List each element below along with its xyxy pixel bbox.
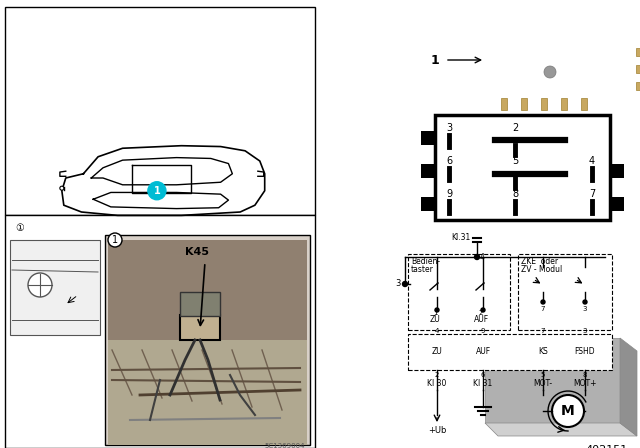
Bar: [180, 315, 220, 340]
Bar: [421, 197, 435, 211]
Text: 8: 8: [583, 372, 588, 378]
Text: 3: 3: [583, 306, 588, 312]
Text: 5C1369004: 5C1369004: [264, 443, 305, 448]
Circle shape: [544, 66, 556, 78]
Bar: [518, 254, 612, 330]
Text: 9: 9: [446, 189, 452, 199]
Bar: [408, 334, 612, 370]
Bar: [408, 254, 510, 330]
Text: 6: 6: [446, 156, 452, 166]
Bar: [610, 164, 624, 178]
Polygon shape: [485, 338, 620, 423]
Bar: [5, 215, 315, 448]
Circle shape: [28, 273, 52, 297]
Text: 1: 1: [433, 310, 437, 316]
Text: 7: 7: [589, 189, 595, 199]
Text: ①: ①: [15, 223, 24, 233]
Text: taster: taster: [411, 266, 434, 275]
Circle shape: [552, 395, 584, 427]
Bar: [636, 48, 640, 56]
Bar: [108, 240, 307, 340]
Bar: [105, 235, 310, 445]
Text: 2: 2: [512, 123, 518, 133]
Polygon shape: [485, 423, 637, 436]
Text: FSHD: FSHD: [575, 348, 595, 357]
Text: 4: 4: [480, 253, 485, 262]
Text: 6: 6: [481, 372, 485, 378]
Text: ZKE  oder: ZKE oder: [521, 258, 558, 267]
Bar: [636, 82, 640, 90]
Circle shape: [403, 281, 408, 287]
Text: 7: 7: [541, 328, 545, 334]
Bar: [501, 98, 507, 110]
Text: 3: 3: [583, 328, 588, 334]
Text: AUF: AUF: [474, 315, 488, 324]
Text: 4: 4: [435, 328, 439, 334]
Bar: [581, 98, 587, 110]
Circle shape: [435, 308, 439, 312]
Bar: [180, 292, 220, 316]
Bar: [421, 131, 435, 145]
Text: 5: 5: [541, 372, 545, 378]
Bar: [5, 7, 315, 215]
Text: MOT+: MOT+: [573, 379, 596, 388]
Text: 2: 2: [479, 310, 483, 316]
Text: AUF: AUF: [476, 348, 491, 357]
Circle shape: [474, 254, 479, 259]
Bar: [108, 340, 307, 445]
Bar: [561, 98, 567, 110]
Text: 1: 1: [431, 53, 440, 66]
Text: 7: 7: [541, 306, 545, 312]
Text: 2: 2: [435, 372, 439, 378]
Bar: [521, 98, 527, 110]
Text: +Ub: +Ub: [428, 426, 446, 435]
Text: K45: K45: [185, 247, 209, 257]
Circle shape: [60, 186, 64, 190]
Text: ZU: ZU: [431, 348, 442, 357]
Text: 4: 4: [589, 156, 595, 166]
Circle shape: [108, 233, 122, 247]
Text: 8: 8: [512, 189, 518, 199]
Text: ZV - Modul: ZV - Modul: [521, 266, 563, 275]
Text: Kl 30: Kl 30: [428, 379, 447, 388]
Bar: [636, 65, 640, 73]
Text: Kl.31: Kl.31: [451, 233, 470, 241]
Text: ZU: ZU: [429, 315, 440, 324]
Text: 1: 1: [154, 186, 160, 196]
Text: Bedien-: Bedien-: [411, 258, 440, 267]
Text: KS: KS: [538, 348, 548, 357]
Circle shape: [148, 182, 166, 200]
Circle shape: [481, 308, 485, 312]
Bar: [435, 115, 610, 220]
Text: 3: 3: [395, 280, 401, 289]
Text: MOT-: MOT-: [533, 379, 552, 388]
Text: M: M: [561, 404, 575, 418]
Text: Kl 31: Kl 31: [474, 379, 493, 388]
Text: 402151: 402151: [586, 445, 628, 448]
Text: 1: 1: [112, 235, 118, 245]
Bar: [541, 98, 547, 110]
Bar: [421, 164, 435, 178]
Text: 3: 3: [446, 123, 452, 133]
Bar: [610, 197, 624, 211]
Text: 5: 5: [512, 156, 518, 166]
Text: 9: 9: [481, 328, 485, 334]
Polygon shape: [620, 338, 637, 436]
Circle shape: [583, 300, 587, 304]
Bar: [10, 240, 100, 335]
Circle shape: [541, 300, 545, 304]
